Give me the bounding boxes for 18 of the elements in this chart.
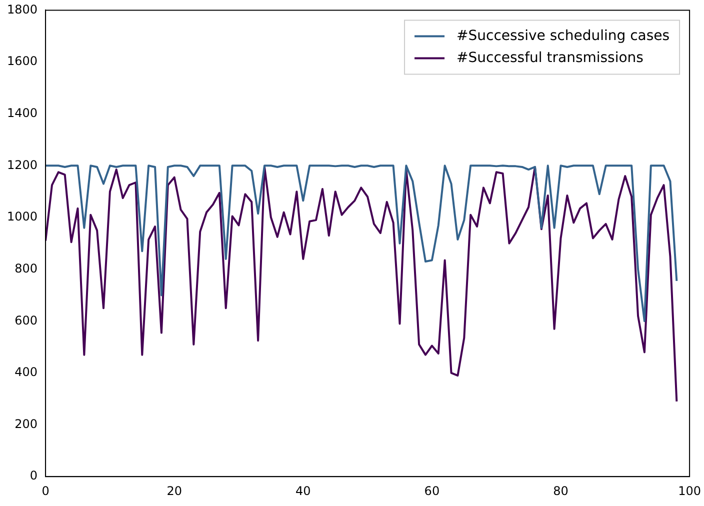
y-tick-label: 800 [14,261,38,276]
x-tick-label: 80 [553,484,568,498]
y-tick-label: 1800 [6,2,38,16]
x-tick-label: 60 [424,484,440,498]
y-tick-label: 600 [14,313,38,328]
y-tick-label: 200 [14,416,38,431]
x-tick-label: 40 [296,484,311,498]
x-tick-label: 0 [42,484,50,498]
y-tick-label: 0 [30,468,38,483]
y-tick-label: 1000 [6,210,38,224]
x-tick-label: 20 [166,484,182,498]
legend-label: #Successful transmissions [456,50,644,66]
y-tick-label: 1600 [6,54,38,68]
x-tick-label: 100 [678,484,701,498]
y-tick-label: 1400 [6,106,38,120]
legend-label: #Successive scheduling cases [456,28,670,44]
y-tick-label: 1200 [6,158,38,172]
y-tick-label: 400 [14,365,38,380]
